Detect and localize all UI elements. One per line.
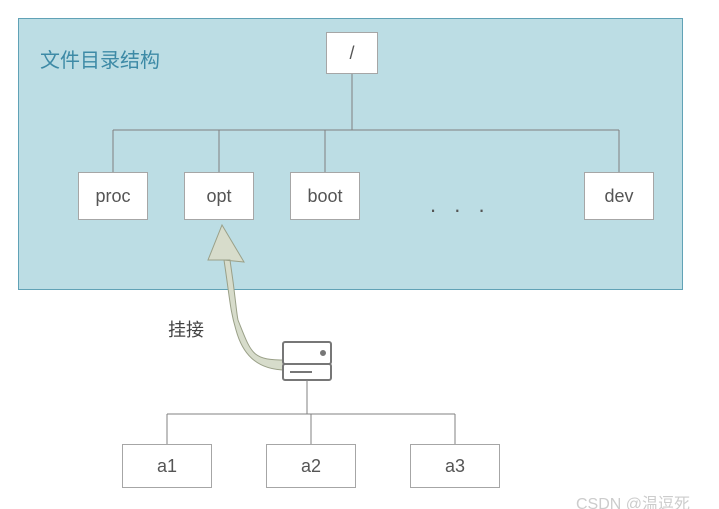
- node-opt-label: opt: [206, 186, 231, 207]
- ellipsis: . . .: [430, 192, 491, 218]
- node-root: /: [326, 32, 378, 74]
- node-a1-label: a1: [157, 456, 177, 477]
- watermark: CSDN @温逗死: [576, 490, 690, 509]
- node-a1: a1: [122, 444, 212, 488]
- node-opt: opt: [184, 172, 254, 220]
- node-proc-label: proc: [95, 186, 130, 207]
- node-dev-label: dev: [604, 186, 633, 207]
- disk-icon: [283, 342, 331, 380]
- mount-label: 挂接: [168, 316, 204, 342]
- node-proc: proc: [78, 172, 148, 220]
- node-a3-label: a3: [445, 456, 465, 477]
- node-a3: a3: [410, 444, 500, 488]
- node-boot: boot: [290, 172, 360, 220]
- panel-title: 文件目录结构: [40, 44, 160, 73]
- node-root-label: /: [349, 43, 354, 64]
- node-a2-label: a2: [301, 456, 321, 477]
- node-a2: a2: [266, 444, 356, 488]
- node-dev: dev: [584, 172, 654, 220]
- node-boot-label: boot: [307, 186, 342, 207]
